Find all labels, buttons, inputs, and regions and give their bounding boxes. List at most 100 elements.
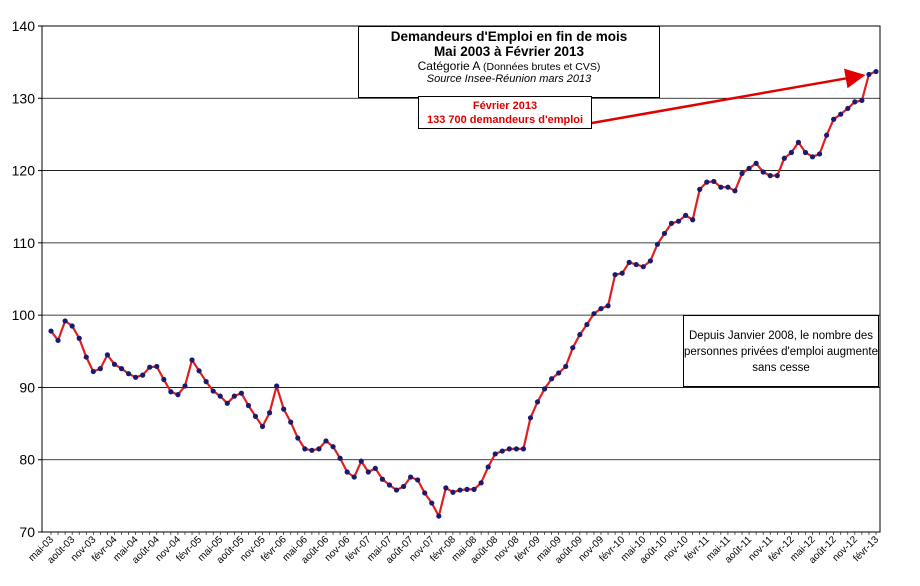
data-point [415, 477, 421, 483]
data-point [802, 149, 809, 156]
data-point [675, 218, 682, 224]
data-point [619, 270, 625, 276]
data-point [683, 212, 689, 218]
data-point [266, 410, 273, 416]
data-point [471, 486, 477, 492]
data-point [372, 465, 378, 471]
data-point [570, 345, 576, 351]
data-point [464, 486, 470, 492]
data-point [824, 132, 830, 138]
data-point [154, 363, 160, 370]
data-point [316, 446, 322, 452]
data-point [400, 483, 407, 490]
data-point [704, 179, 710, 185]
data-point [852, 99, 858, 105]
data-point [281, 406, 287, 412]
chart-title-line-1: Demandeurs d'Emploi en fin de mois [390, 29, 628, 44]
category-label: Catégorie A [417, 59, 480, 73]
data-point [140, 372, 146, 378]
data-point [499, 448, 505, 454]
data-point [760, 169, 766, 175]
data-point [577, 332, 583, 338]
data-point [661, 230, 668, 237]
data-point [111, 361, 118, 367]
data-point [118, 366, 125, 372]
y-tick-label: 120 [12, 163, 36, 179]
data-point [133, 374, 139, 380]
data-point [358, 458, 364, 464]
data-point [873, 68, 879, 75]
data-point [690, 217, 696, 223]
data-point [238, 390, 244, 396]
data-point [337, 455, 343, 461]
data-point [788, 149, 794, 156]
data-point [795, 139, 802, 145]
callout-value: 133 700 demandeurs d'emploi [426, 114, 584, 126]
data-point [351, 474, 357, 480]
y-tick-label: 70 [19, 524, 35, 540]
data-point [767, 173, 773, 179]
data-point [69, 323, 75, 329]
data-point [450, 489, 456, 495]
data-point [429, 500, 435, 506]
data-point [626, 259, 632, 265]
data-point [48, 328, 54, 334]
data-point [252, 413, 259, 419]
category-note: (Données brutes et CVS) [483, 61, 601, 73]
data-point [83, 354, 89, 360]
data-point [147, 364, 153, 370]
series-line [50, 70, 877, 518]
y-axis: 70 80 90 100 110 120 130 140 [12, 18, 42, 540]
chart-source: Source Insee-Réunion mars 2013 [426, 73, 592, 85]
data-point [457, 487, 463, 493]
data-point [774, 173, 780, 179]
data-point [831, 116, 837, 122]
data-point [809, 154, 816, 160]
y-tick-label: 100 [12, 307, 36, 323]
data-point [647, 258, 653, 264]
data-point [76, 335, 82, 341]
data-point [753, 160, 759, 166]
data-point [866, 71, 872, 78]
data-point [633, 261, 639, 268]
data-point [534, 399, 541, 405]
data-point [612, 272, 618, 278]
data-point [443, 485, 449, 491]
latest-value-callout: Février 2013 133 700 demandeurs d'emploi [418, 96, 592, 129]
x-axis: mai-03août-03nov-03févr-04mai-04août-04n… [27, 532, 881, 566]
data-point [274, 383, 280, 389]
y-tick-label: 80 [19, 452, 35, 468]
data-point [506, 446, 512, 452]
data-point [55, 337, 61, 344]
data-point [739, 170, 745, 177]
data-point [309, 447, 315, 453]
data-point [245, 402, 252, 409]
data-point [330, 444, 336, 450]
series-layer [48, 68, 879, 519]
y-tick-label: 110 [13, 235, 36, 251]
data-point [732, 188, 738, 194]
data-point [859, 97, 865, 104]
data-point [175, 392, 181, 398]
data-point [379, 476, 386, 482]
data-point [323, 438, 329, 444]
data-point [168, 389, 174, 395]
y-tick-label: 130 [12, 90, 36, 106]
data-point [640, 264, 646, 270]
data-point [62, 318, 68, 324]
data-point [344, 469, 350, 475]
data-point [598, 306, 604, 312]
y-tick-label: 90 [19, 379, 35, 395]
data-point [591, 311, 597, 317]
data-point [161, 376, 167, 383]
data-point [718, 184, 724, 190]
data-point [654, 241, 661, 247]
data-point [697, 186, 703, 192]
data-point [259, 423, 266, 430]
data-point [104, 352, 111, 358]
chart-title-line-2: Mai 2003 à Février 2013 [433, 44, 585, 59]
data-point [605, 303, 611, 309]
data-point [365, 469, 371, 475]
data-point [125, 371, 132, 377]
